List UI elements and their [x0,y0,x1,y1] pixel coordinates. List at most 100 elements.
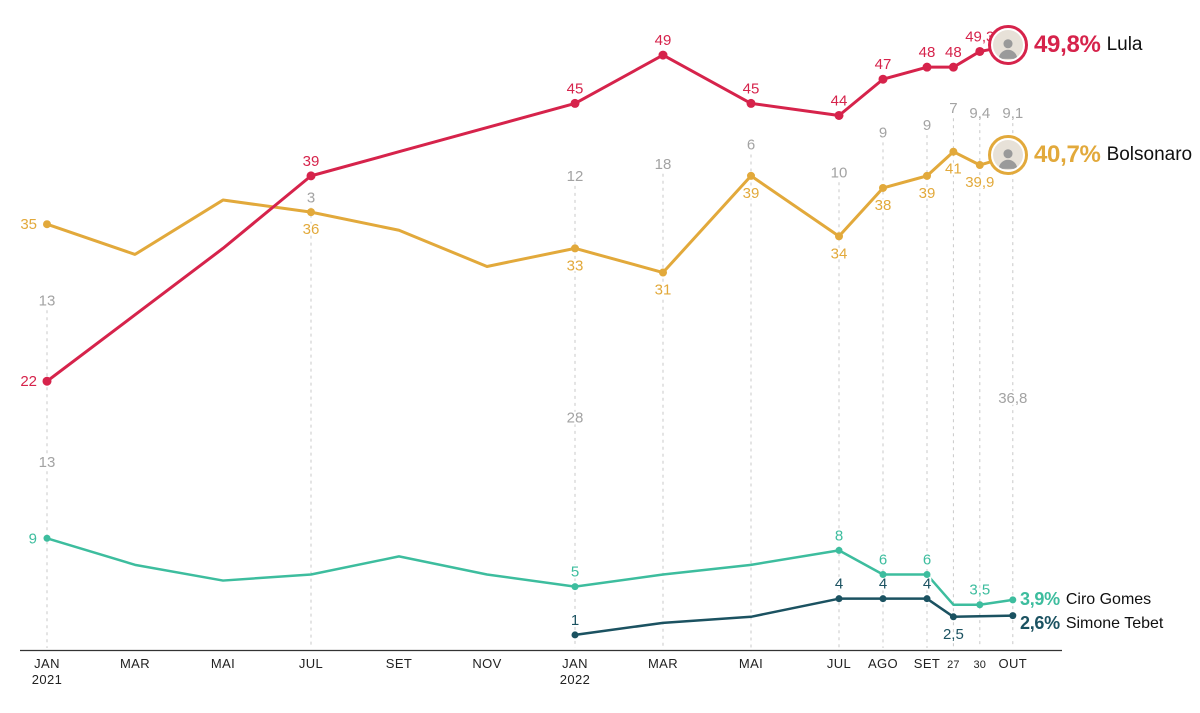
point-label-lula: 39 [303,153,320,170]
x-tick-label: OUT [998,656,1027,671]
annotation-label: 9 [879,124,887,141]
data-point-bolsonaro [307,208,315,217]
point-label-ciro: 8 [835,527,843,544]
person-icon [993,140,1023,170]
data-point-bolsonaro [923,171,931,180]
bolsonaro-name: Bolsonaro [1106,144,1193,165]
annotation-label: 18 [655,156,672,173]
point-label-ciro: 3,5 [969,582,990,599]
point-label-lula: 45 [567,80,584,97]
tebet-name: Simone Tebet [1065,614,1164,632]
data-point-ciro [835,546,843,554]
ciro-end-label: 3,9% Ciro Gomes [1020,589,1151,610]
bolsonaro-avatar [988,135,1028,175]
data-point-lula [975,46,985,56]
data-point-tebet [1009,612,1017,620]
point-label-lula: 48 [919,44,936,61]
point-label-lula: 49 [655,32,672,49]
annotation-label: 6 [747,136,755,153]
annotation-label: 36,8 [998,390,1027,407]
point-label-bolsonaro: 33 [567,257,584,274]
lula-avatar [988,25,1028,65]
point-label-bolsonaro: 41 [945,161,962,178]
data-point-bolsonaro [571,244,579,253]
x-tick-label: SET [386,656,412,671]
tebet-final-pct: 2,6% [1020,613,1060,633]
point-label-bolsonaro: 36 [303,221,320,238]
point-label-ciro: 6 [923,552,931,569]
point-label-lula: 22 [20,373,37,390]
annotation-label: 13 [39,454,56,471]
data-point-bolsonaro [747,171,755,180]
annotation-label: 28 [567,409,584,426]
data-point-ciro [976,601,984,609]
annotation-label: 3 [307,190,315,207]
point-label-bolsonaro: 39 [919,185,936,202]
point-label-ciro: 9 [29,530,37,547]
data-point-lula [834,110,844,120]
lula-end-label: 49,8% Lula [988,25,1142,65]
point-label-bolsonaro: 31 [655,282,672,299]
x-tick-label: JAN [34,656,60,671]
point-label-tebet: 4 [835,576,843,593]
lula-final-pct: 49,8% [1034,31,1101,58]
data-point-tebet [923,595,931,603]
data-point-bolsonaro [43,220,51,229]
point-label-lula: 45 [743,80,760,97]
bolsonaro-end-label: 40,7% Bolsonaro [988,135,1192,175]
annotation-label: 12 [567,168,584,185]
x-tick-label: SET [914,656,940,671]
data-point-lula [922,62,932,72]
x-tick-sublabel: 2021 [32,672,63,687]
point-label-lula: 48 [945,44,962,61]
data-point-tebet [835,595,843,603]
data-point-lula [658,50,668,60]
bolsonaro-final-pct: 40,7% [1034,141,1101,168]
x-tick-sublabel: 2022 [560,672,591,687]
point-label-bolsonaro: 35 [20,216,37,233]
data-point-lula [42,376,52,386]
data-point-lula [948,62,958,72]
tebet-end-label: 2,6% Simone Tebet [1020,613,1163,634]
series-line-bolsonaro [45,150,1015,275]
point-label-tebet: 1 [571,612,579,629]
annotation-label: 9,1 [1002,105,1023,122]
point-label-tebet: 4 [879,576,887,593]
x-tick-label: MAR [120,656,150,671]
point-label-tebet: 2,5 [943,626,964,643]
data-point-lula [746,98,756,108]
data-point-lula [570,98,580,108]
data-point-lula [306,171,316,181]
x-tick-label: JUL [827,656,851,671]
data-point-ciro [1009,596,1017,604]
series-line-ciro [45,537,1015,606]
x-tick-label: MAR [648,656,678,671]
data-point-lula [878,74,888,84]
x-tick-label: NOV [472,656,501,671]
point-label-bolsonaro: 38 [875,197,892,214]
x-tick-label: MAI [211,656,235,671]
data-point-bolsonaro [975,161,984,170]
data-point-ciro [923,571,931,579]
point-label-lula: 47 [875,56,892,73]
data-point-ciro [571,583,579,591]
x-tick-label: MAI [739,656,763,671]
x-tick-label: JAN [562,656,588,671]
person-icon [993,30,1023,60]
point-label-bolsonaro: 39,9 [965,174,994,191]
point-label-tebet: 4 [923,576,931,593]
lula-name: Lula [1106,34,1143,55]
data-point-ciro [879,571,887,579]
point-label-lula: 44 [831,92,848,109]
x-tick-label: 27 [947,659,960,671]
annotation-label: 9 [923,117,931,134]
ciro-final-pct: 3,9% [1020,589,1060,609]
ciro-name: Ciro Gomes [1065,590,1152,608]
annotation-label: 10 [831,164,848,181]
point-label-bolsonaro: 39 [743,185,760,202]
data-point-bolsonaro [949,147,958,156]
data-point-bolsonaro [835,232,843,241]
data-point-tebet [571,631,579,639]
point-label-ciro: 6 [879,552,887,569]
